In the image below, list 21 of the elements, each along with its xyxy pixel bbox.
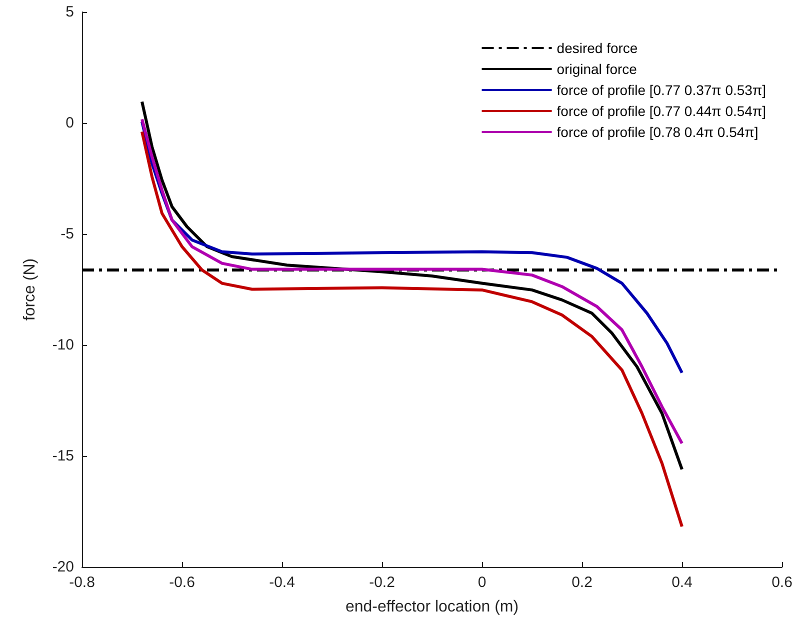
legend-label: force of profile [0.77 0.44π 0.54π] — [556, 103, 766, 119]
y-tick-label: -15 — [52, 448, 74, 464]
x-tick-label: -0.8 — [69, 574, 95, 591]
y-tick-label: 5 — [66, 4, 74, 20]
legend-label: desired force — [556, 40, 638, 56]
legend-label: force of profile [0.78 0.4π 0.54π] — [556, 124, 758, 140]
x-axis-title: end-effector location (m) — [345, 598, 519, 616]
x-tick-label: 0.2 — [572, 574, 592, 591]
x-tick-label: -0.6 — [169, 574, 195, 591]
x-tick-label: 0.4 — [672, 574, 692, 591]
y-tick-label: 0 — [66, 114, 74, 132]
x-tick-label: -0.2 — [369, 574, 395, 591]
x-tick-label: 0 — [478, 574, 486, 591]
y-tick-label: -20 — [52, 558, 74, 576]
y-tick-label: -10 — [52, 336, 74, 354]
x-tick-label: -0.4 — [269, 574, 295, 591]
x-tick-label: 0.6 — [772, 574, 792, 591]
y-axis-title: force (N) — [22, 258, 38, 321]
y-tick-label: -5 — [60, 226, 74, 242]
legend-label: original force — [556, 61, 638, 77]
legend-label: force of profile [0.77 0.37π 0.53π] — [556, 82, 766, 98]
